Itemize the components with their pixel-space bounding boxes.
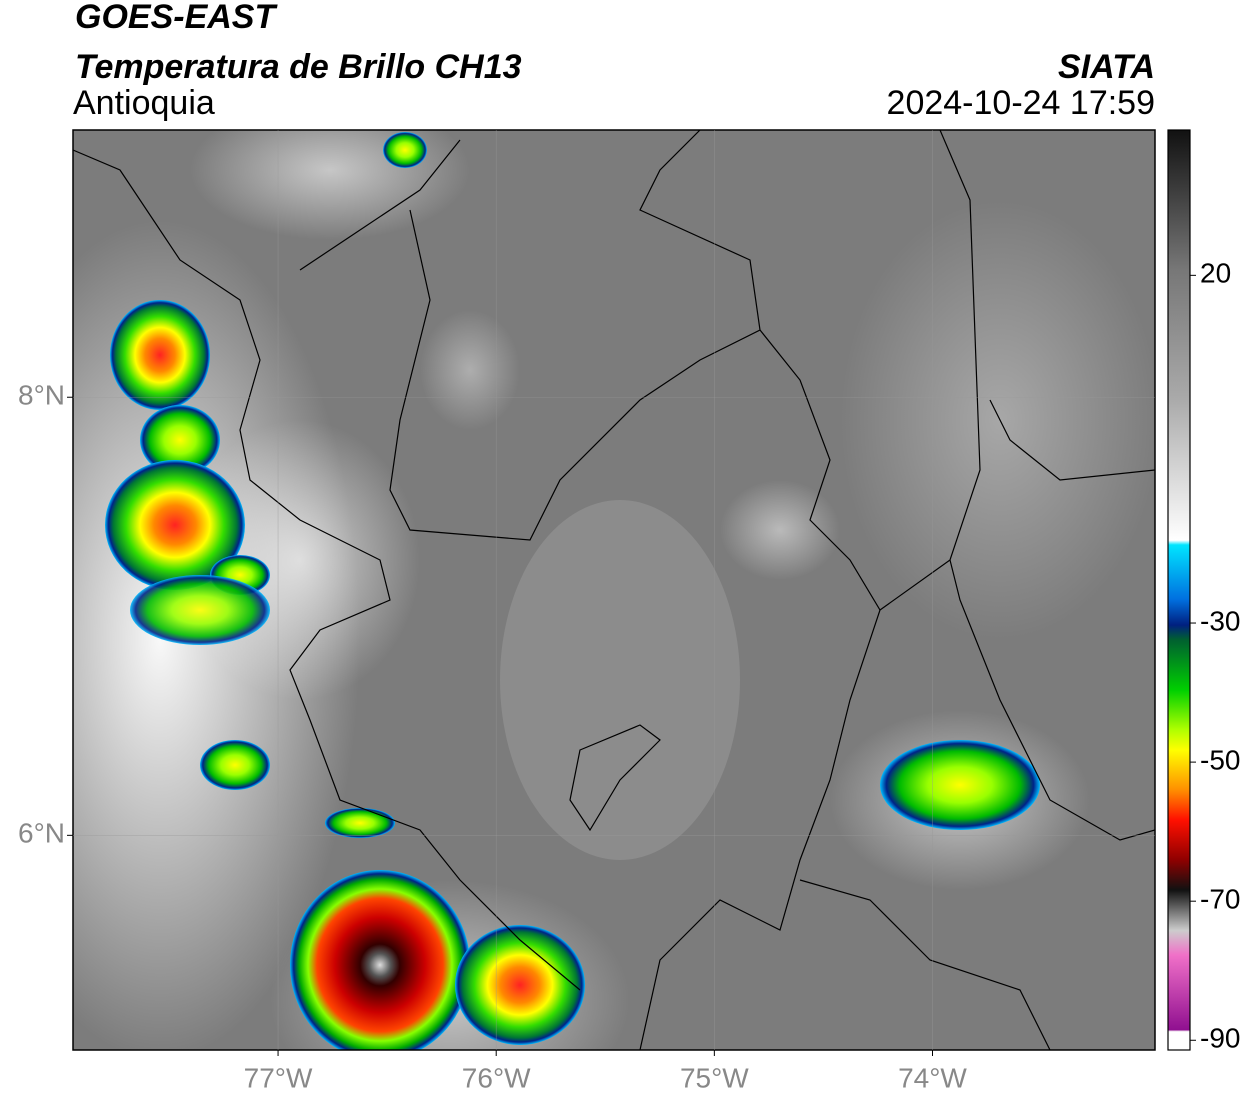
title-line2: Temperatura de Brillo CH13 [75, 48, 522, 86]
region: Antioquia [73, 84, 215, 122]
source: SIATA [1058, 48, 1155, 86]
colorbar-tick-label: -70 [1200, 884, 1240, 915]
map-frame [72, 129, 1156, 1051]
colorbar-tick-label: -90 [1200, 1023, 1240, 1054]
colorbar-tick-label: -30 [1200, 605, 1240, 636]
map-image [73, 130, 1155, 1050]
datetime: 2024-10-24 17:59 [887, 84, 1155, 122]
x-tick-label: 75°W [680, 1062, 749, 1093]
y-tick-label: 6°N [18, 818, 65, 849]
colorbar-tick-label: -50 [1200, 744, 1240, 775]
title-line1: GOES-EAST [75, 0, 278, 36]
y-tick-label: 8°N [18, 380, 65, 411]
x-tick-label: 76°W [462, 1062, 531, 1093]
x-tick-label: 74°W [898, 1062, 967, 1093]
colorbar [1167, 129, 1191, 1051]
colorbar-tick-label: 20 [1200, 258, 1231, 289]
x-tick-label: 77°W [244, 1062, 313, 1093]
